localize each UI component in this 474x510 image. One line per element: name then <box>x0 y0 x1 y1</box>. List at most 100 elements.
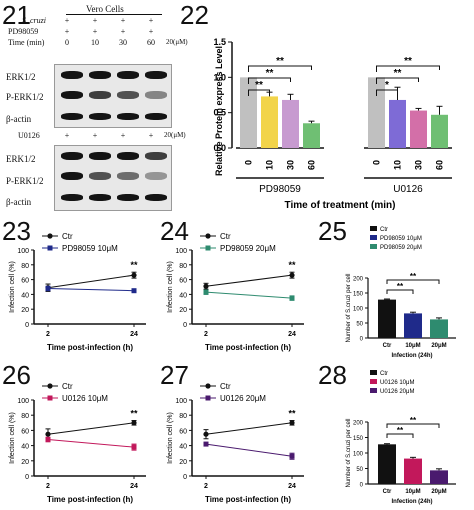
significance-bracket <box>248 77 291 84</box>
group-label: PD98059 <box>259 184 301 195</box>
y-tick-label: 200 <box>353 277 364 283</box>
y-tick-label: 80 <box>21 263 29 270</box>
x-tick-label: 20μM <box>431 343 446 349</box>
y-axis-label: Infection cell (%) <box>167 412 174 464</box>
y-tick-label: 60 <box>179 278 187 285</box>
y-tick-label: 20 <box>179 307 187 314</box>
significance-bracket <box>248 65 312 72</box>
y-axis-label: Number of S.cruzi per cell <box>346 273 352 342</box>
bar <box>303 123 320 148</box>
x-tick-label: 10 <box>265 160 275 170</box>
x-tick-label: 0 <box>372 160 382 165</box>
y-tick-label: 100 <box>353 307 364 313</box>
blot-band <box>117 194 139 201</box>
panel-number-22: 22 <box>180 0 209 30</box>
panel-number-28: 28 <box>318 360 347 390</box>
legend-marker <box>205 383 211 389</box>
blot-val: + <box>92 27 98 36</box>
data-point <box>289 295 295 301</box>
y-tick-label: 150 <box>353 292 364 298</box>
band-label-perk-bottom: P-ERK1/2 <box>6 176 44 186</box>
significance-label: ** <box>288 260 296 270</box>
x-axis-label: Time post-infection (h) <box>47 343 133 352</box>
series-line <box>205 443 293 457</box>
bar <box>282 99 299 148</box>
band-label-perk-top: P-ERK1/2 <box>6 92 44 102</box>
y-tick-label: 80 <box>179 263 187 270</box>
x-axis-label: Time post-infection (h) <box>205 343 291 352</box>
x-tick-label: 24 <box>130 483 138 490</box>
y-tick-label: 50 <box>356 322 363 328</box>
significance-label: ** <box>410 416 417 425</box>
y-tick-label: 40 <box>21 292 29 299</box>
blot-image-top <box>54 64 172 128</box>
legend-label: U0126 20μM <box>220 394 266 403</box>
legend-label: Ctr <box>220 232 231 241</box>
blot-band <box>61 71 83 79</box>
x-tick-label: 2 <box>46 331 50 338</box>
x-tick-label: 24 <box>288 483 296 490</box>
x-axis-label: Time of treatment (min) <box>285 200 396 211</box>
significance-bracket <box>376 89 398 96</box>
y-tick-label: 0 <box>183 322 187 329</box>
blot-band <box>89 71 111 79</box>
blot-band <box>145 91 167 99</box>
significance-label: ** <box>266 68 274 79</box>
x-axis-label: Infection (24h) <box>391 353 432 359</box>
series-line <box>47 422 135 435</box>
legend-marker <box>205 245 211 251</box>
y-axis-label: Relative Protein express Level <box>214 46 224 176</box>
blot-band <box>117 172 139 180</box>
band-label-erk-bottom: ERK1/2 <box>6 154 36 164</box>
blot-val: + <box>120 131 126 140</box>
bar <box>389 99 406 148</box>
x-tick-label: 60 <box>435 160 445 170</box>
x-tick-label: 10μM <box>405 489 420 495</box>
blot-val: + <box>64 131 70 140</box>
legend-label: Ctr <box>62 232 73 241</box>
blot-unit-pd: 20(μM) <box>166 38 188 46</box>
y-tick-label: 0.5 <box>213 108 226 118</box>
cell-label: Vero Cells <box>86 4 124 14</box>
significance-label: ** <box>130 260 138 270</box>
y-tick-label: 0 <box>360 337 364 343</box>
y-tick-label: 20 <box>21 307 29 314</box>
y-tick-label: 0 <box>360 483 364 489</box>
blot-val: 0 <box>65 38 69 47</box>
bar <box>430 319 448 338</box>
y-tick-label: 0.0 <box>213 143 226 153</box>
data-point <box>131 420 137 426</box>
blot-band <box>145 113 167 120</box>
y-tick-label: 60 <box>179 428 187 435</box>
legend-label: U0126 20μM <box>380 389 414 395</box>
panel-number-27: 27 <box>160 360 189 390</box>
y-tick-label: 50 <box>356 467 363 473</box>
legend-label: PD98059 20μM <box>220 244 276 253</box>
blot-val: + <box>148 27 154 36</box>
x-tick-label: 10 <box>393 160 403 170</box>
legend-swatch <box>370 388 377 393</box>
blot-band <box>61 194 83 201</box>
data-point <box>289 272 295 278</box>
significance-label: ** <box>255 80 263 91</box>
x-tick-label: Ctr <box>383 489 392 495</box>
bar <box>404 313 422 338</box>
legend-marker <box>205 233 211 239</box>
panel-number-26: 26 <box>2 360 31 390</box>
data-point <box>45 285 51 291</box>
blot-row-label-scruzi: S. cruzi <box>22 16 46 25</box>
legend-label: U0126 10μM <box>380 380 414 386</box>
significance-label: * <box>385 80 389 91</box>
x-tick-label: 2 <box>46 483 50 490</box>
y-tick-label: 0 <box>183 474 187 481</box>
y-tick-label: 100 <box>353 452 364 458</box>
y-tick-label: 40 <box>21 444 29 451</box>
blot-row-label-u0126: U0126 <box>18 131 40 140</box>
blot-val: + <box>148 131 154 140</box>
significance-label: ** <box>276 56 284 67</box>
legend-marker <box>47 245 53 251</box>
x-axis-label: Time post-infection (h) <box>47 495 133 504</box>
significance-bracket <box>376 77 419 84</box>
y-axis-label: Infection cell (%) <box>9 412 16 464</box>
